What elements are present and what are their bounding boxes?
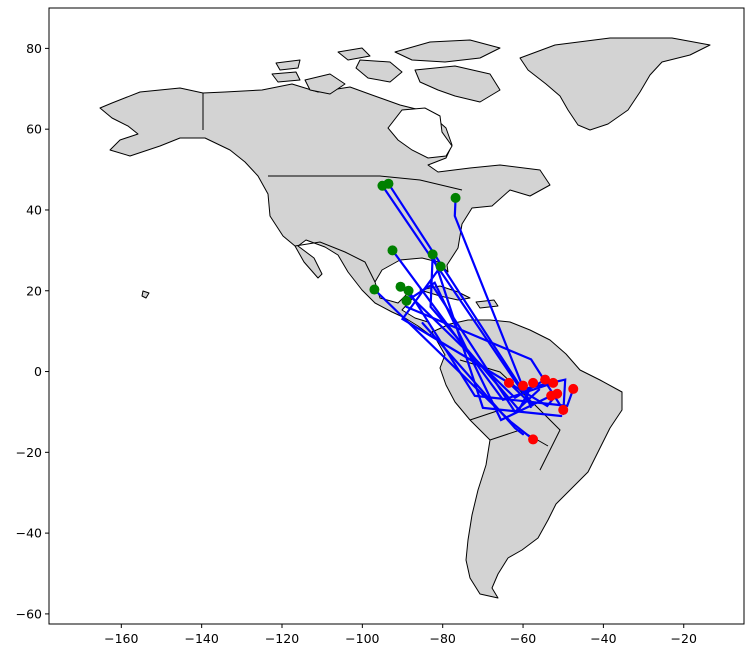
route-line (405, 281, 553, 422)
x-tick-label: −80 (430, 631, 456, 646)
hudson-bay (387, 107, 453, 159)
map-axes (48, 7, 745, 625)
arctic-island-5 (275, 59, 301, 71)
origin-point (395, 281, 406, 292)
arctic-island-3 (414, 65, 501, 103)
route-line (381, 184, 567, 416)
arctic-island-4 (304, 73, 346, 95)
y-tick-label: 40 (26, 202, 42, 217)
destination-point (558, 404, 569, 415)
x-tick-label: −120 (265, 631, 299, 646)
x-tick-label: −160 (104, 631, 138, 646)
y-tick-label: 20 (26, 283, 42, 298)
origin-point (401, 295, 412, 306)
route-line (431, 253, 563, 418)
destination-point (503, 377, 514, 388)
hispaniola-land (475, 299, 499, 309)
greenland-land (519, 37, 711, 131)
x-tick-label: −20 (671, 631, 697, 646)
y-tick-label: −20 (16, 445, 42, 460)
origin-point (450, 192, 461, 203)
x-tick-label: −100 (345, 631, 379, 646)
destination-point (568, 383, 579, 394)
origin-point (435, 261, 446, 272)
arctic-island-1 (394, 39, 501, 63)
route-line (421, 322, 525, 436)
markers-layer (369, 178, 579, 445)
destination-point (528, 434, 539, 445)
origin-point (403, 285, 414, 296)
y-tick-label: −40 (16, 526, 42, 541)
y-tick-label: 80 (26, 41, 42, 56)
y-tick-label: 60 (26, 122, 42, 137)
hawaii-land (141, 290, 150, 299)
arctic-island-7 (271, 71, 301, 83)
destination-point (540, 374, 551, 385)
destination-point (528, 377, 539, 388)
origin-point (369, 284, 380, 295)
arctic-island-2 (355, 59, 403, 83)
destination-point (546, 390, 557, 401)
y-axis: −60 −40 −20 0 20 40 60 80 (16, 41, 49, 621)
x-axis: −160 −140 −120 −100 −80 −60 −40 −20 (104, 624, 697, 646)
arctic-island-6 (337, 47, 371, 61)
x-tick-label: −40 (590, 631, 616, 646)
x-tick-label: −60 (510, 631, 536, 646)
y-tick-label: −60 (16, 606, 42, 621)
origin-point (383, 178, 394, 189)
routes-layer (373, 182, 575, 441)
origin-point (427, 249, 438, 260)
us-canada-border (268, 175, 463, 191)
route-line (387, 182, 535, 407)
origin-point (387, 245, 398, 256)
x-tick-label: −140 (184, 631, 218, 646)
axes-frame (48, 7, 745, 625)
destination-point (548, 377, 559, 388)
y-tick-label: 0 (34, 364, 42, 379)
destination-point (518, 380, 529, 391)
us-mexico-border (294, 241, 376, 283)
